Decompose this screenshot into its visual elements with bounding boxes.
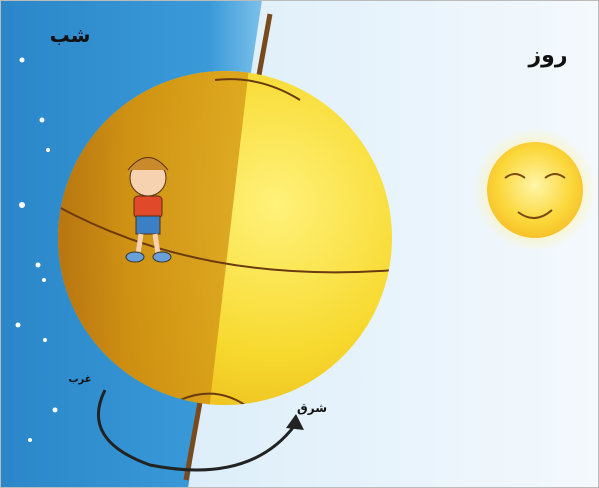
day-label: روز [527,43,567,68]
sun [487,142,583,238]
rotation-arrow [96,389,297,472]
globe-lines [58,78,392,405]
west-label: غرب [68,374,91,385]
child [125,157,172,263]
night-label: شب [50,23,91,47]
arrow-head [286,414,304,430]
east-label: شرق [297,401,327,415]
stars [15,57,58,442]
sun-face [504,173,566,219]
